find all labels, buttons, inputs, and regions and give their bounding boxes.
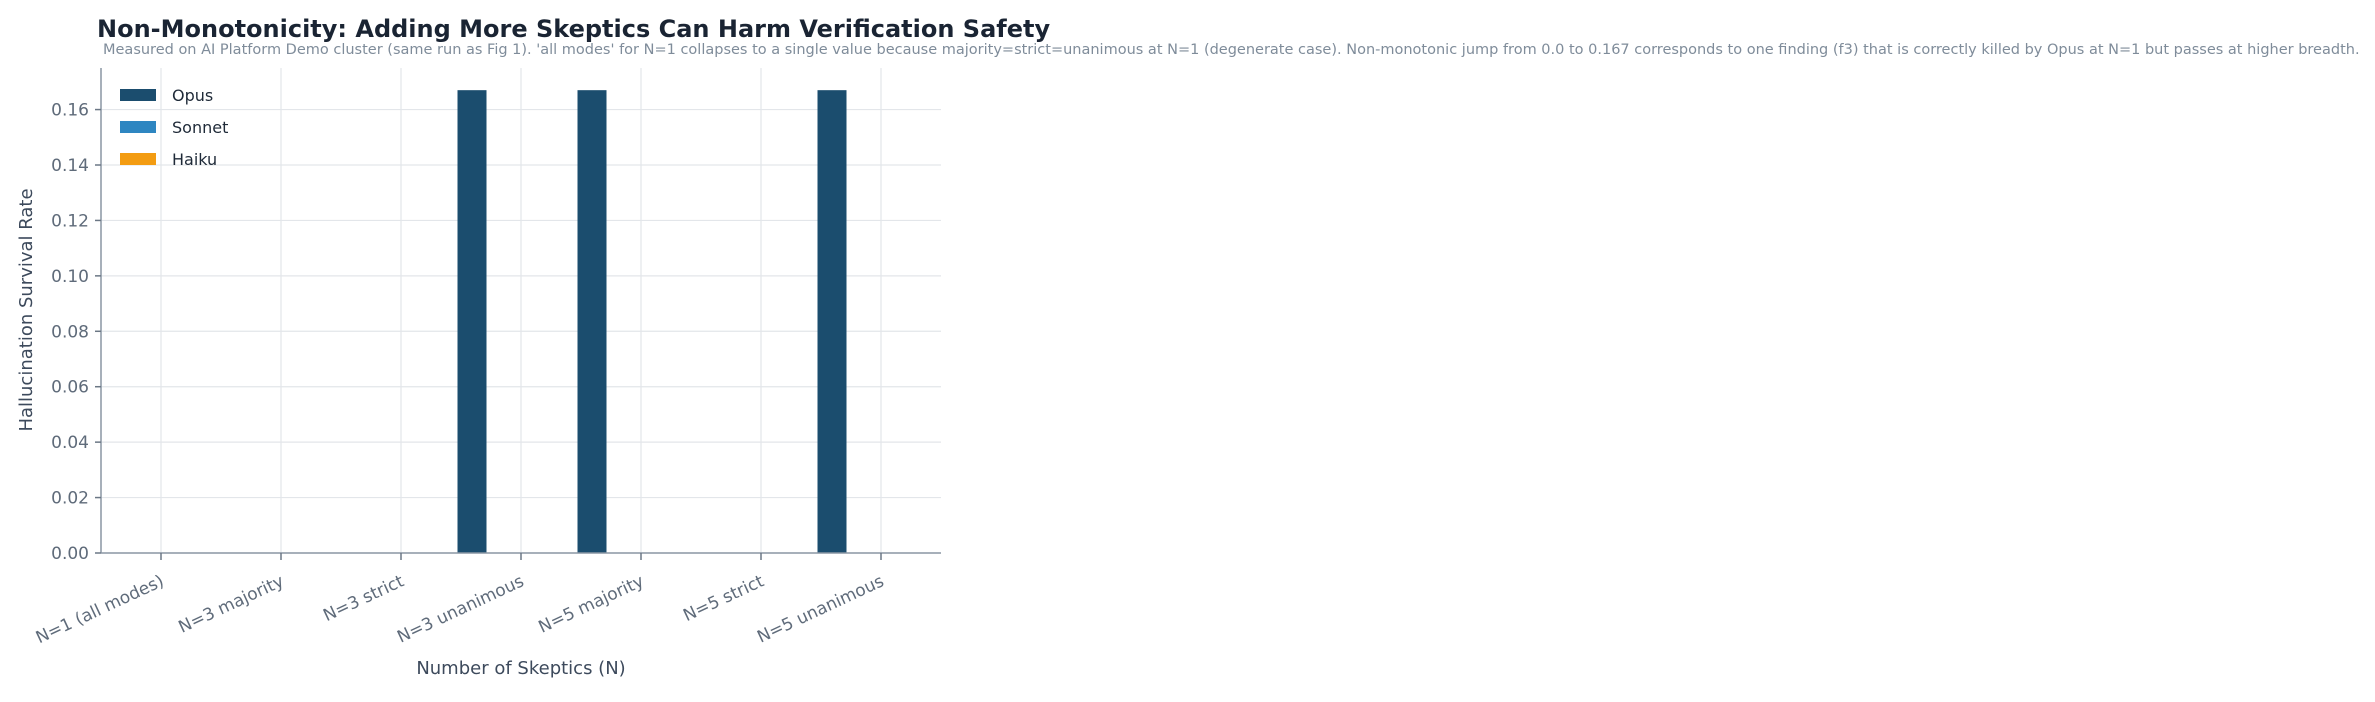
y-tick-label: 0.00 — [51, 544, 89, 564]
bar-opus — [577, 90, 607, 554]
legend-swatch-haiku — [120, 153, 156, 165]
legend-swatch-sonnet — [120, 121, 156, 133]
x-tick-label: N=3 strict — [320, 571, 407, 626]
y-tick-label: 0.06 — [51, 378, 89, 398]
bar-opus — [457, 90, 487, 554]
y-tick-label: 0.08 — [51, 322, 89, 342]
y-axis-label: Hallucination Survival Rate — [16, 188, 37, 431]
gridlines — [101, 68, 941, 553]
chart-subtitle: Measured on AI Platform Demo cluster (sa… — [103, 42, 2360, 58]
y-tick-label: 0.12 — [51, 211, 89, 231]
x-tick-label: N=3 majority — [176, 571, 288, 637]
x-tick-label: N=3 unanimous — [394, 571, 527, 647]
legend-label-opus: Opus — [172, 86, 213, 105]
legend-label-haiku: Haiku — [172, 150, 217, 169]
x-ticks: N=1 (all modes) N=3 majority N=3 strictN=3… — [33, 553, 887, 648]
chart-title: Non-Monotonicity: Adding More Skeptics C… — [97, 15, 1050, 43]
x-tick-label: N=5 strict — [680, 571, 767, 626]
bars — [457, 90, 847, 554]
legend-swatch-opus — [120, 89, 156, 101]
y-tick-label: 0.04 — [51, 433, 89, 453]
y-ticks: 0.00 0.02 0.04 0.06 0.08 0.10 0.12 0.14 0.16 — [51, 101, 101, 564]
y-tick-label: 0.14 — [51, 156, 89, 176]
y-tick-label: 0.02 — [51, 489, 89, 509]
x-tick-label: N=1 (all modes) — [33, 571, 167, 648]
x-axis-label: Number of Skeptics (N) — [416, 658, 625, 679]
legend-label-sonnet: Sonnet — [172, 118, 228, 137]
x-tick-label: N=5 majority — [536, 571, 648, 637]
x-tick-label: N=5 unanimous — [754, 571, 887, 647]
legend: Opus Sonnet Haiku — [120, 86, 228, 169]
bar-opus — [817, 90, 847, 554]
y-tick-label: 0.16 — [51, 101, 89, 121]
y-tick-label: 0.10 — [51, 267, 89, 287]
